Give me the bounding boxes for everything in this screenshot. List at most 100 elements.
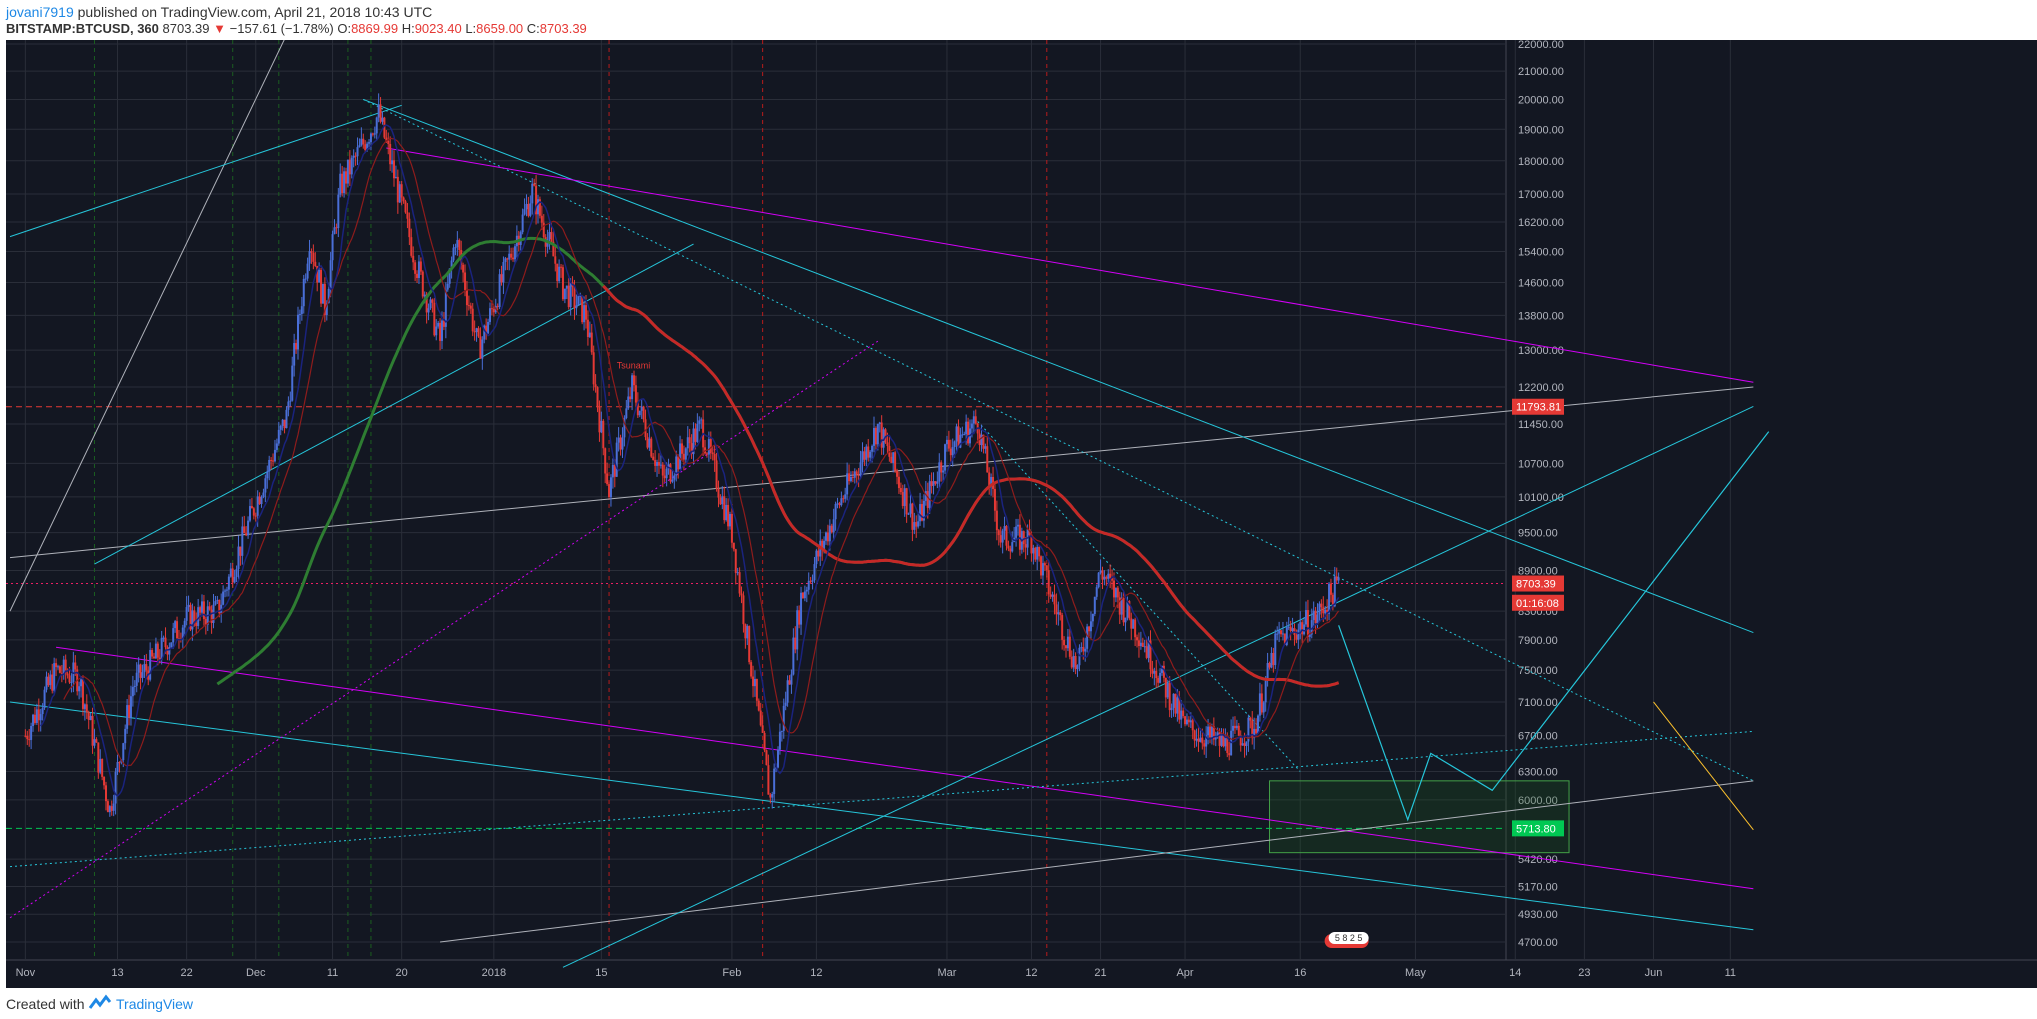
candle-body bbox=[995, 510, 998, 531]
chart-svg[interactable]: 22000.00 21000.00 20000.00 19000.00 18000.00… bbox=[6, 0, 2037, 988]
candle-body bbox=[993, 488, 996, 511]
candle-body bbox=[283, 419, 286, 429]
price-label bbox=[1512, 594, 1564, 611]
candle-body bbox=[846, 473, 849, 495]
candle-body bbox=[746, 626, 749, 639]
x-tick-label: 2018 bbox=[482, 967, 506, 979]
magenta-dotted-line bbox=[9, 340, 879, 919]
candle-body bbox=[346, 159, 349, 184]
candle-body bbox=[506, 258, 509, 260]
candle-body bbox=[172, 628, 175, 643]
y-tick-label: 20000.00 bbox=[1518, 94, 1564, 106]
candle-body bbox=[1312, 610, 1315, 621]
candle-body bbox=[871, 445, 874, 452]
candle-body bbox=[250, 506, 253, 509]
candle-body bbox=[631, 375, 634, 400]
candle-body bbox=[988, 472, 991, 487]
candle-body bbox=[469, 305, 472, 309]
author-link[interactable]: jovani7919 bbox=[6, 4, 74, 20]
candle-body bbox=[1314, 610, 1317, 624]
candle-body bbox=[441, 320, 443, 341]
candle-body bbox=[1105, 576, 1108, 579]
candle-body bbox=[800, 592, 803, 625]
price-label bbox=[1512, 575, 1564, 592]
candle-body bbox=[990, 476, 993, 487]
y-tick-label: 7500.00 bbox=[1518, 665, 1558, 677]
x-tick-label: Feb bbox=[722, 967, 741, 979]
candle-body bbox=[811, 580, 814, 582]
candle-body bbox=[1333, 576, 1336, 607]
candle-body bbox=[108, 806, 111, 813]
candle-body bbox=[310, 251, 313, 253]
candle-body bbox=[321, 283, 324, 304]
candle-body bbox=[1220, 735, 1223, 746]
target-zone[interactable] bbox=[1269, 780, 1570, 854]
candle-body bbox=[64, 659, 67, 674]
candle-body bbox=[1053, 594, 1056, 605]
candle-body bbox=[369, 133, 372, 143]
candle-body bbox=[773, 768, 776, 795]
candle-body bbox=[619, 437, 622, 450]
candle-body bbox=[974, 416, 977, 424]
candle-body bbox=[1224, 736, 1227, 747]
x-tick-label: 14 bbox=[1509, 967, 1521, 979]
candle-body bbox=[535, 185, 538, 215]
candle-body bbox=[229, 568, 232, 577]
candle-body bbox=[842, 498, 845, 500]
candle-body bbox=[627, 396, 630, 409]
price-label-text: 8703.39 bbox=[1516, 579, 1556, 591]
candle-body bbox=[873, 428, 875, 446]
candle-body bbox=[1281, 633, 1284, 635]
candle-body bbox=[999, 535, 1002, 543]
candle-body bbox=[1089, 621, 1092, 632]
candle-body bbox=[341, 173, 344, 194]
candle-body bbox=[222, 591, 225, 605]
cyan-dotted-line bbox=[977, 421, 1301, 772]
candle-body bbox=[487, 321, 490, 334]
candle-body bbox=[646, 437, 649, 448]
candle-body bbox=[156, 643, 159, 658]
candle-body bbox=[1205, 735, 1208, 747]
candle-body bbox=[381, 117, 384, 122]
candle-body bbox=[154, 643, 157, 659]
price-chart[interactable]: 22000.00 21000.00 20000.00 19000.00 18000.00… bbox=[6, 0, 2037, 988]
candle-body bbox=[335, 227, 338, 229]
candle-body bbox=[613, 464, 616, 477]
candle-body bbox=[561, 267, 564, 300]
candle-body bbox=[304, 278, 307, 280]
candle-body bbox=[654, 459, 657, 466]
candle-body bbox=[705, 453, 708, 455]
candle-body bbox=[414, 262, 417, 274]
candle-body bbox=[1040, 556, 1043, 576]
candle-body bbox=[919, 504, 922, 522]
candle-body bbox=[594, 384, 597, 388]
candle-body bbox=[892, 452, 895, 463]
candle-body bbox=[688, 437, 691, 444]
y-tick-label: 18000.00 bbox=[1518, 156, 1564, 168]
candle-body bbox=[442, 320, 445, 327]
candle-body bbox=[853, 471, 856, 478]
candle-body bbox=[790, 674, 793, 685]
candle-body bbox=[896, 470, 899, 477]
candle-body bbox=[327, 288, 330, 304]
candle-body bbox=[266, 471, 269, 479]
candle-body bbox=[608, 484, 611, 498]
candle-body bbox=[982, 434, 985, 449]
candle-body bbox=[1049, 594, 1052, 597]
candle-body bbox=[959, 434, 962, 448]
candle-body bbox=[225, 589, 228, 591]
tradingview-link[interactable]: TradingView bbox=[116, 996, 194, 1012]
candle-body bbox=[492, 308, 495, 313]
candle-body bbox=[625, 408, 628, 418]
candle-body bbox=[508, 253, 511, 260]
candle-body bbox=[1088, 626, 1091, 632]
price-scale[interactable] bbox=[1506, 40, 2037, 988]
y-tick-label: 13800.00 bbox=[1518, 310, 1564, 322]
candle-body bbox=[1036, 546, 1039, 560]
candle-body bbox=[905, 488, 908, 515]
candle-body bbox=[114, 771, 117, 804]
candle-body bbox=[320, 269, 323, 304]
candle-body bbox=[256, 496, 259, 516]
candle-body bbox=[867, 446, 870, 458]
candle-body bbox=[913, 522, 916, 530]
